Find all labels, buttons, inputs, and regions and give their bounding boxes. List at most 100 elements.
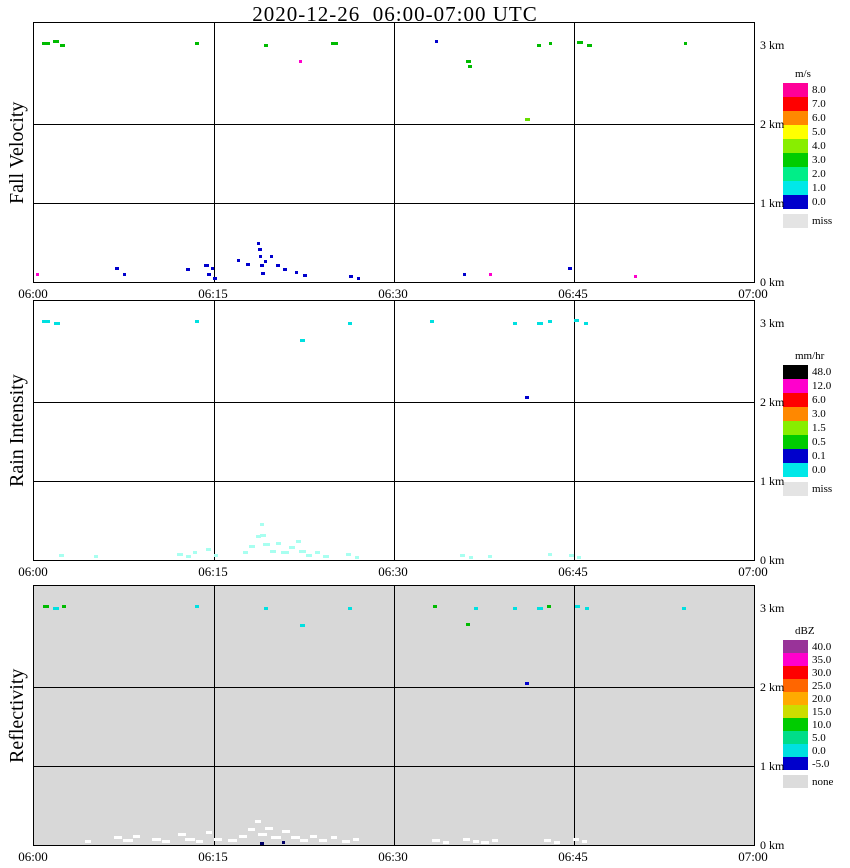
- panel-reflectivity: Reflectivity dBZ 40.0 35.0 30.0 25.0 20.0 15.0…: [0, 585, 850, 868]
- y-tick-label: 2 km: [760, 680, 785, 694]
- data-point: [242, 551, 248, 555]
- y-tick-label: 3 km: [760, 38, 785, 52]
- legend-value-label: 20.0: [812, 692, 832, 705]
- legend-value-label: 48.0: [812, 366, 832, 378]
- legend-swatch: [783, 393, 808, 407]
- y-axis-title-reflectivity: Reflectivity: [6, 668, 28, 763]
- legend-value-label: 5.0: [812, 126, 826, 138]
- data-point: [432, 604, 437, 608]
- data-point: [525, 682, 530, 686]
- legend-row: 6.0: [783, 393, 849, 407]
- data-point: [236, 258, 240, 262]
- gridline-horizontal: [34, 481, 754, 482]
- data-point: [257, 247, 262, 251]
- legend-value-label: 40.0: [812, 640, 832, 653]
- data-point: [211, 266, 215, 270]
- panel-rain-intensity: Rain Intensity mm/hr 48.0 12.0 6.0 3.0 1.5 0.5…: [0, 300, 850, 583]
- plot-area-reflectivity: [33, 585, 755, 846]
- legend-row: 48.0: [783, 365, 849, 379]
- legend-rain-intensity: mm/hr 48.0 12.0 6.0 3.0 1.5 0.5 0.1 0.0 miss: [783, 350, 849, 496]
- data-point: [472, 840, 479, 844]
- legend-swatch: [783, 731, 808, 744]
- legend-value-label: none: [812, 775, 834, 788]
- data-point: [513, 322, 518, 325]
- data-point: [568, 266, 573, 270]
- legend-row: 7.0: [783, 97, 849, 111]
- data-point: [260, 523, 264, 527]
- legend-row: 1.5: [783, 421, 849, 435]
- legend-swatch: [783, 125, 808, 139]
- data-point: [546, 605, 551, 609]
- legend-value-label: 15.0: [812, 705, 832, 718]
- legend-value-label: 0.0: [812, 464, 826, 476]
- x-tick-label: 06:15: [198, 564, 228, 579]
- data-point: [585, 607, 590, 610]
- data-point: [207, 273, 212, 277]
- legend-value-label: -5.0: [812, 757, 830, 770]
- legend-swatch: [783, 653, 808, 666]
- data-point: [354, 555, 359, 559]
- gridline-vertical: [214, 586, 215, 845]
- gridline-vertical: [394, 23, 395, 282]
- legend-row: 12.0: [783, 379, 849, 393]
- data-point: [295, 540, 301, 544]
- gridline-vertical: [214, 23, 215, 282]
- data-point: [261, 271, 266, 275]
- x-tick-label: 06:15: [198, 286, 228, 301]
- data-point: [204, 263, 210, 267]
- gridline-vertical: [394, 301, 395, 560]
- data-point: [299, 549, 307, 553]
- legend-swatch: [783, 482, 808, 496]
- legend-value-label: 10.0: [812, 718, 832, 731]
- data-point: [85, 840, 91, 844]
- legend-row: 3.0: [783, 407, 849, 421]
- data-point: [162, 840, 170, 844]
- x-tick-label: 07:00: [738, 286, 768, 301]
- data-point: [206, 831, 213, 835]
- legend-row: -5.0: [783, 757, 849, 770]
- data-point: [682, 607, 687, 610]
- y-tick-label: 3 km: [760, 316, 785, 330]
- data-point: [298, 59, 302, 63]
- data-point: [488, 273, 492, 277]
- data-point: [554, 840, 561, 844]
- y-tick-label: 2 km: [760, 117, 785, 131]
- data-point: [42, 320, 50, 324]
- legend-row: 8.0: [783, 83, 849, 97]
- data-point: [196, 840, 204, 844]
- data-point: [481, 840, 490, 844]
- legend-value-label: 0.0: [812, 196, 826, 208]
- y-tick-label: 0 km: [760, 275, 785, 289]
- data-point: [192, 551, 197, 555]
- data-point: [575, 604, 581, 608]
- legend-swatch: [783, 640, 808, 653]
- y-tick-label: 1 km: [760, 474, 785, 488]
- data-point: [347, 607, 352, 610]
- data-point: [213, 277, 218, 281]
- data-point: [465, 59, 471, 63]
- legend-value-label: 3.0: [812, 408, 826, 420]
- data-point: [245, 262, 250, 266]
- x-tick-label: 06:00: [18, 849, 48, 864]
- legend-swatch: [783, 167, 808, 181]
- legend-row: 40.0: [783, 640, 849, 653]
- legend-row: 30.0: [783, 666, 849, 679]
- data-point: [537, 44, 542, 47]
- gridline-vertical: [574, 301, 575, 560]
- y-tick-label: 2 km: [760, 395, 785, 409]
- data-point: [151, 837, 161, 841]
- legend-value-label: 8.0: [812, 84, 826, 96]
- legend-value-label: 6.0: [812, 394, 826, 406]
- legend-row: 0.0: [783, 463, 849, 477]
- data-point: [303, 273, 308, 277]
- data-point: [300, 839, 308, 843]
- data-point: [185, 268, 190, 272]
- data-point: [463, 273, 467, 277]
- plot-area-rain-intensity: [33, 300, 755, 561]
- y-axis-title-rain-intensity: Rain Intensity: [6, 374, 28, 487]
- data-point: [177, 832, 186, 836]
- gridline-vertical: [574, 586, 575, 845]
- gridline-horizontal: [34, 203, 754, 204]
- data-point: [352, 837, 359, 841]
- legend-swatch: [783, 379, 808, 393]
